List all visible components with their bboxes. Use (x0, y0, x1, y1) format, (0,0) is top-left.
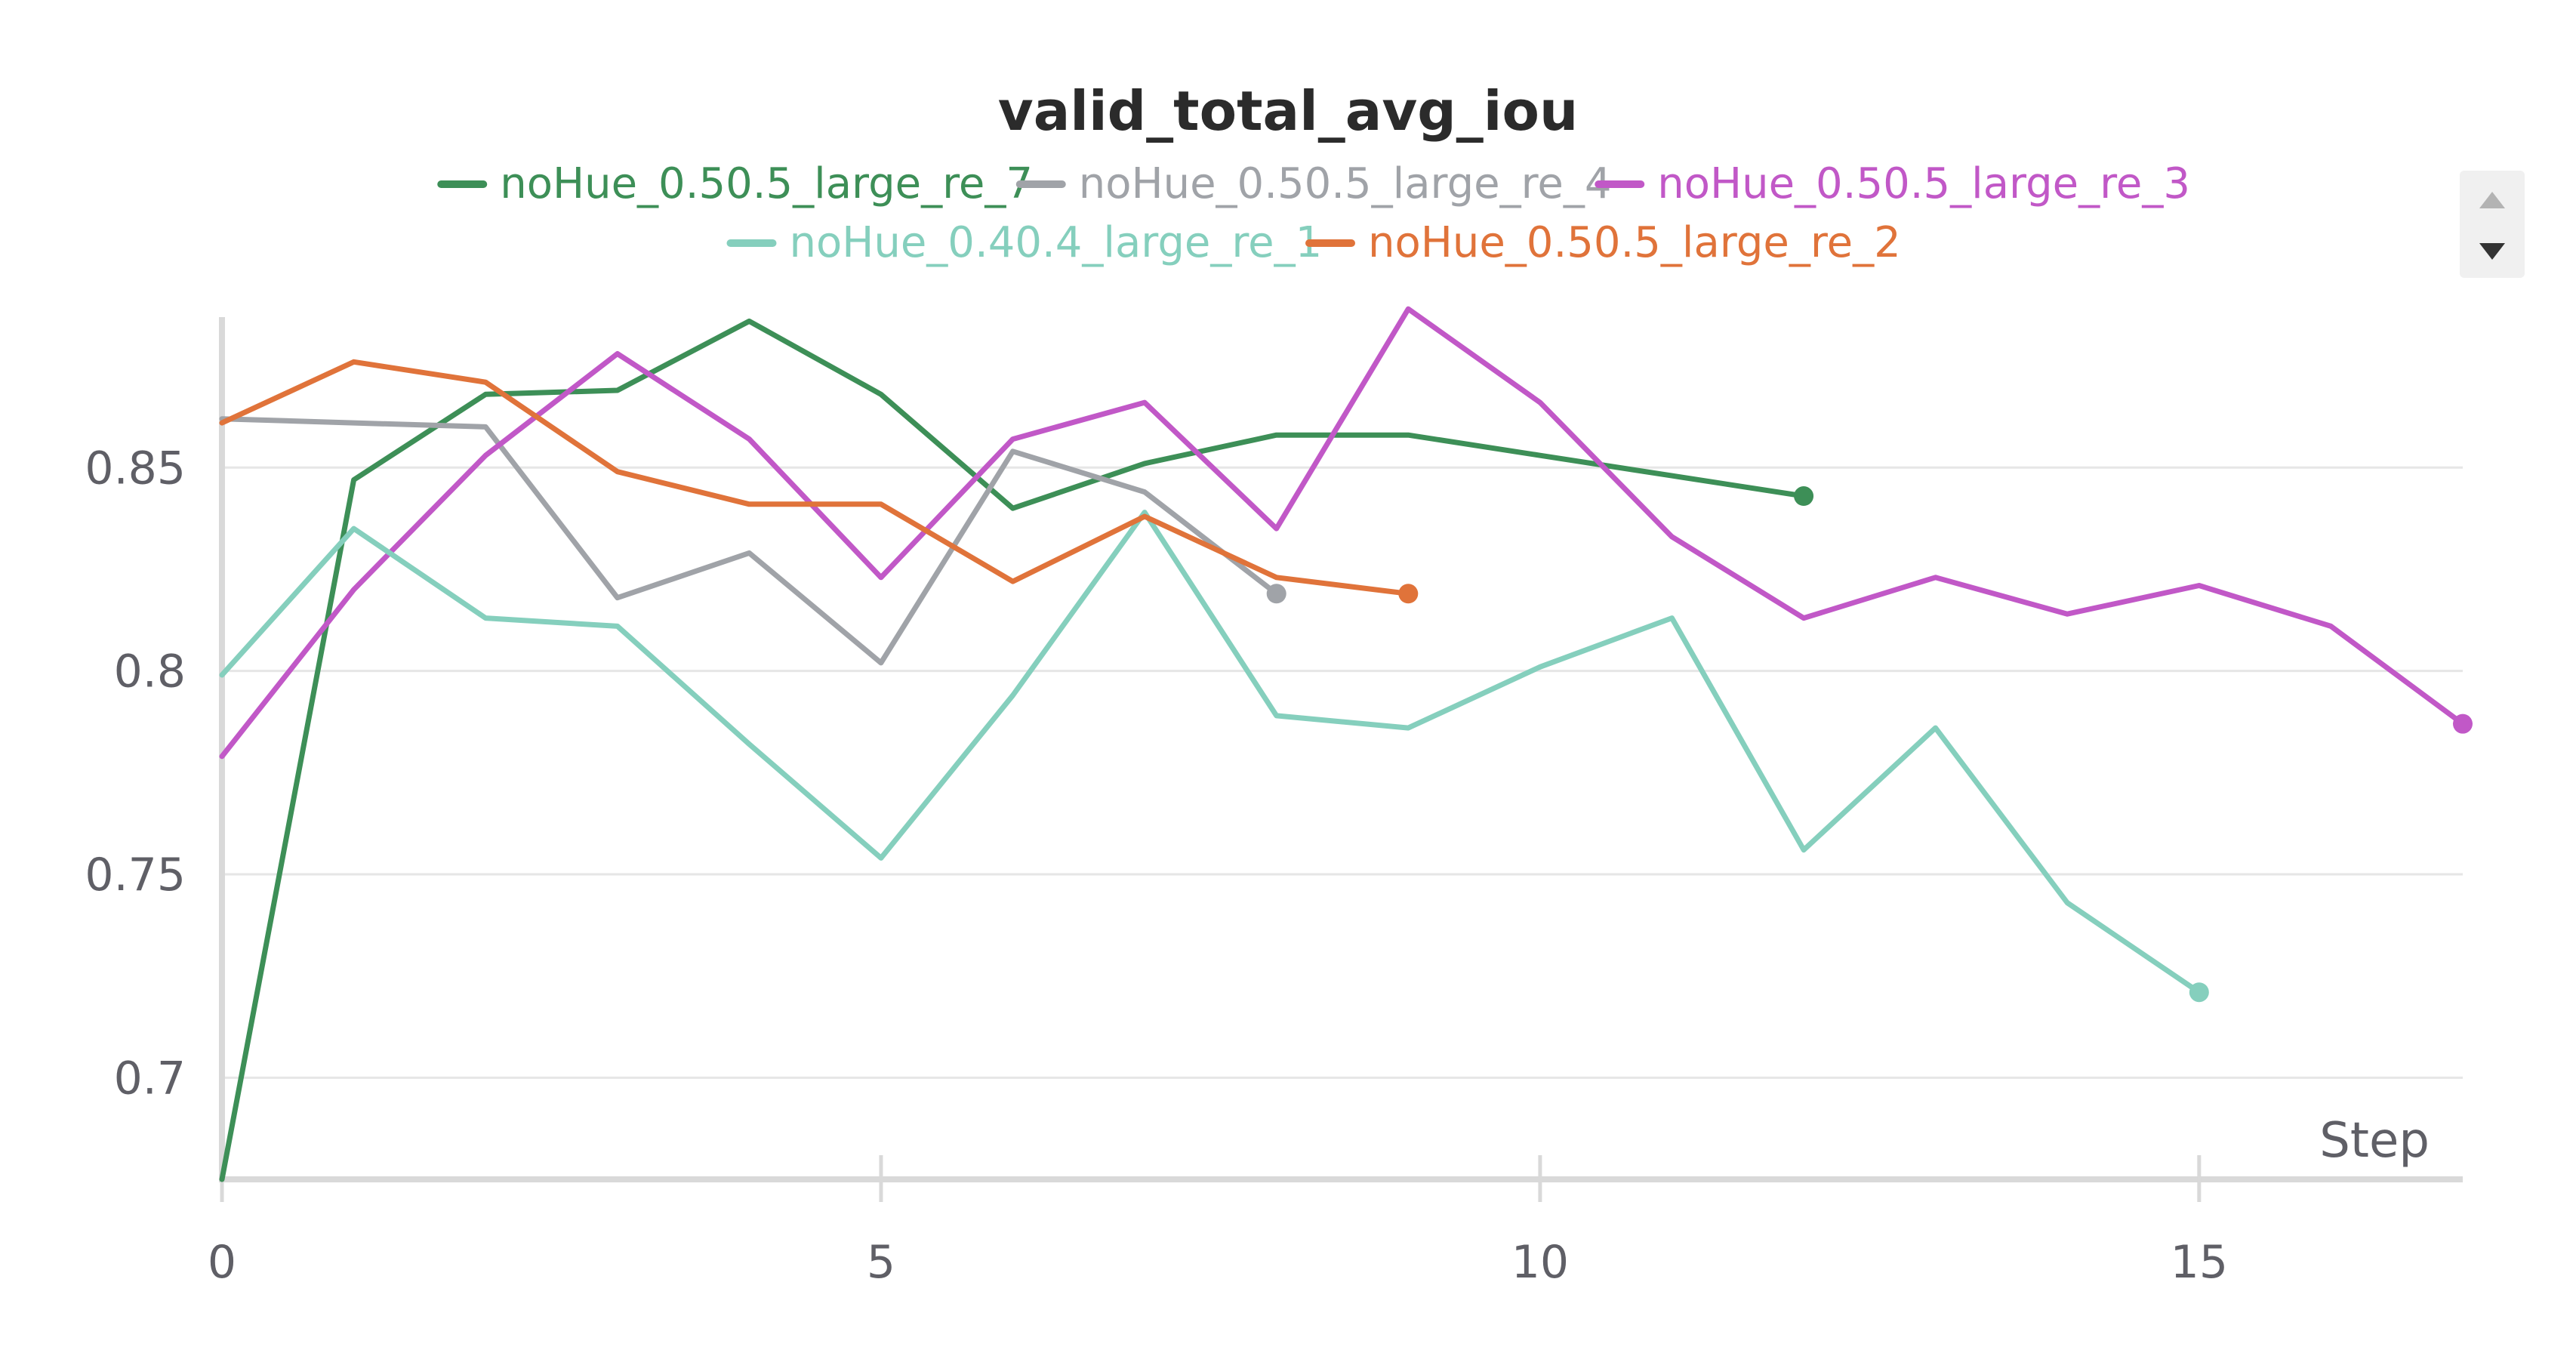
x-tick-label: 0 (208, 1236, 236, 1289)
series-end-marker-1 (1794, 486, 1814, 507)
legend-label: noHue_0.40.4_large_re_1 (790, 218, 1323, 267)
y-axis-ticks: 0.7 0.75 0.8 0.85 (85, 442, 186, 1105)
legend-scroll-down-icon[interactable] (2479, 243, 2505, 260)
series-end-marker-3 (2453, 713, 2473, 734)
series-lines (219, 306, 2473, 1182)
grid (222, 466, 2463, 1079)
series-end-marker-4 (2189, 982, 2209, 1003)
y-tick-label: 0.8 (114, 646, 186, 698)
x-axis-label: Step (2319, 1113, 2430, 1169)
series-end-marker-2 (1266, 584, 1286, 604)
legend: noHue_0.50.5_large_re_7 noHue_0.50.5_larg… (437, 159, 2190, 267)
legend-label: noHue_0.50.5_large_re_4 (1079, 159, 1612, 208)
x-tick-label: 15 (2171, 1236, 2228, 1289)
series-end-marker-5 (1398, 584, 1419, 604)
x-tick-label: 5 (867, 1236, 895, 1289)
chart-title: valid_total_avg_iou (998, 79, 1578, 143)
y-tick-label: 0.75 (85, 849, 186, 901)
legend-label: noHue_0.50.5_large_re_2 (1368, 218, 1901, 267)
legend-label: noHue_0.50.5_large_re_3 (1657, 159, 2190, 208)
series-line-3 (219, 306, 2466, 760)
y-tick-label: 0.85 (85, 442, 186, 495)
legend-scroll-control[interactable] (2460, 171, 2525, 278)
axes (219, 317, 2463, 1182)
series-line-4 (219, 510, 2202, 995)
x-tick-label: 10 (1511, 1236, 1569, 1289)
x-axis-ticks: 0 5 10 15 (208, 1155, 2228, 1289)
legend-scroll-up-icon[interactable] (2479, 192, 2505, 208)
series-line-1 (219, 318, 1807, 1182)
legend-label: noHue_0.50.5_large_re_7 (500, 159, 1033, 208)
series-line-5 (219, 359, 1411, 596)
legend-scroll-box (2460, 171, 2525, 278)
series-line-2 (219, 416, 1280, 666)
y-tick-label: 0.7 (114, 1052, 186, 1105)
